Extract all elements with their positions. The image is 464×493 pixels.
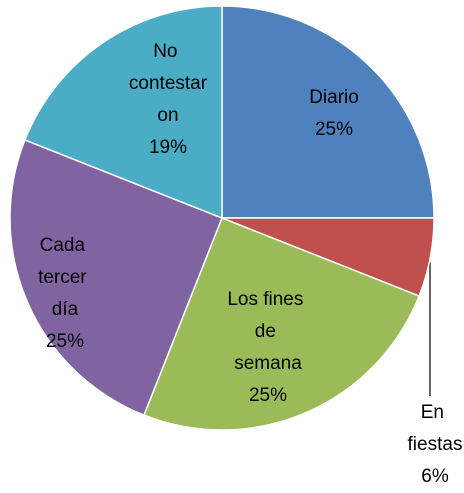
value-label: 25%	[249, 385, 287, 406]
pie-slice	[23, 5, 223, 220]
slice-label: En fiestas	[408, 402, 463, 455]
value-label: 25%	[46, 331, 84, 352]
pie-slice	[142, 217, 421, 431]
value-label: 6%	[421, 466, 449, 487]
pie-slice	[9, 138, 223, 417]
slice-label: Diario	[309, 87, 359, 108]
value-label: 19%	[149, 137, 187, 158]
slice-label: Los fines de semana	[227, 289, 308, 374]
slice-label: No contestar on	[129, 41, 208, 126]
pie-slice	[221, 5, 435, 219]
slice-label: Cada tercer día	[38, 235, 92, 320]
value-label: 25%	[315, 119, 353, 140]
